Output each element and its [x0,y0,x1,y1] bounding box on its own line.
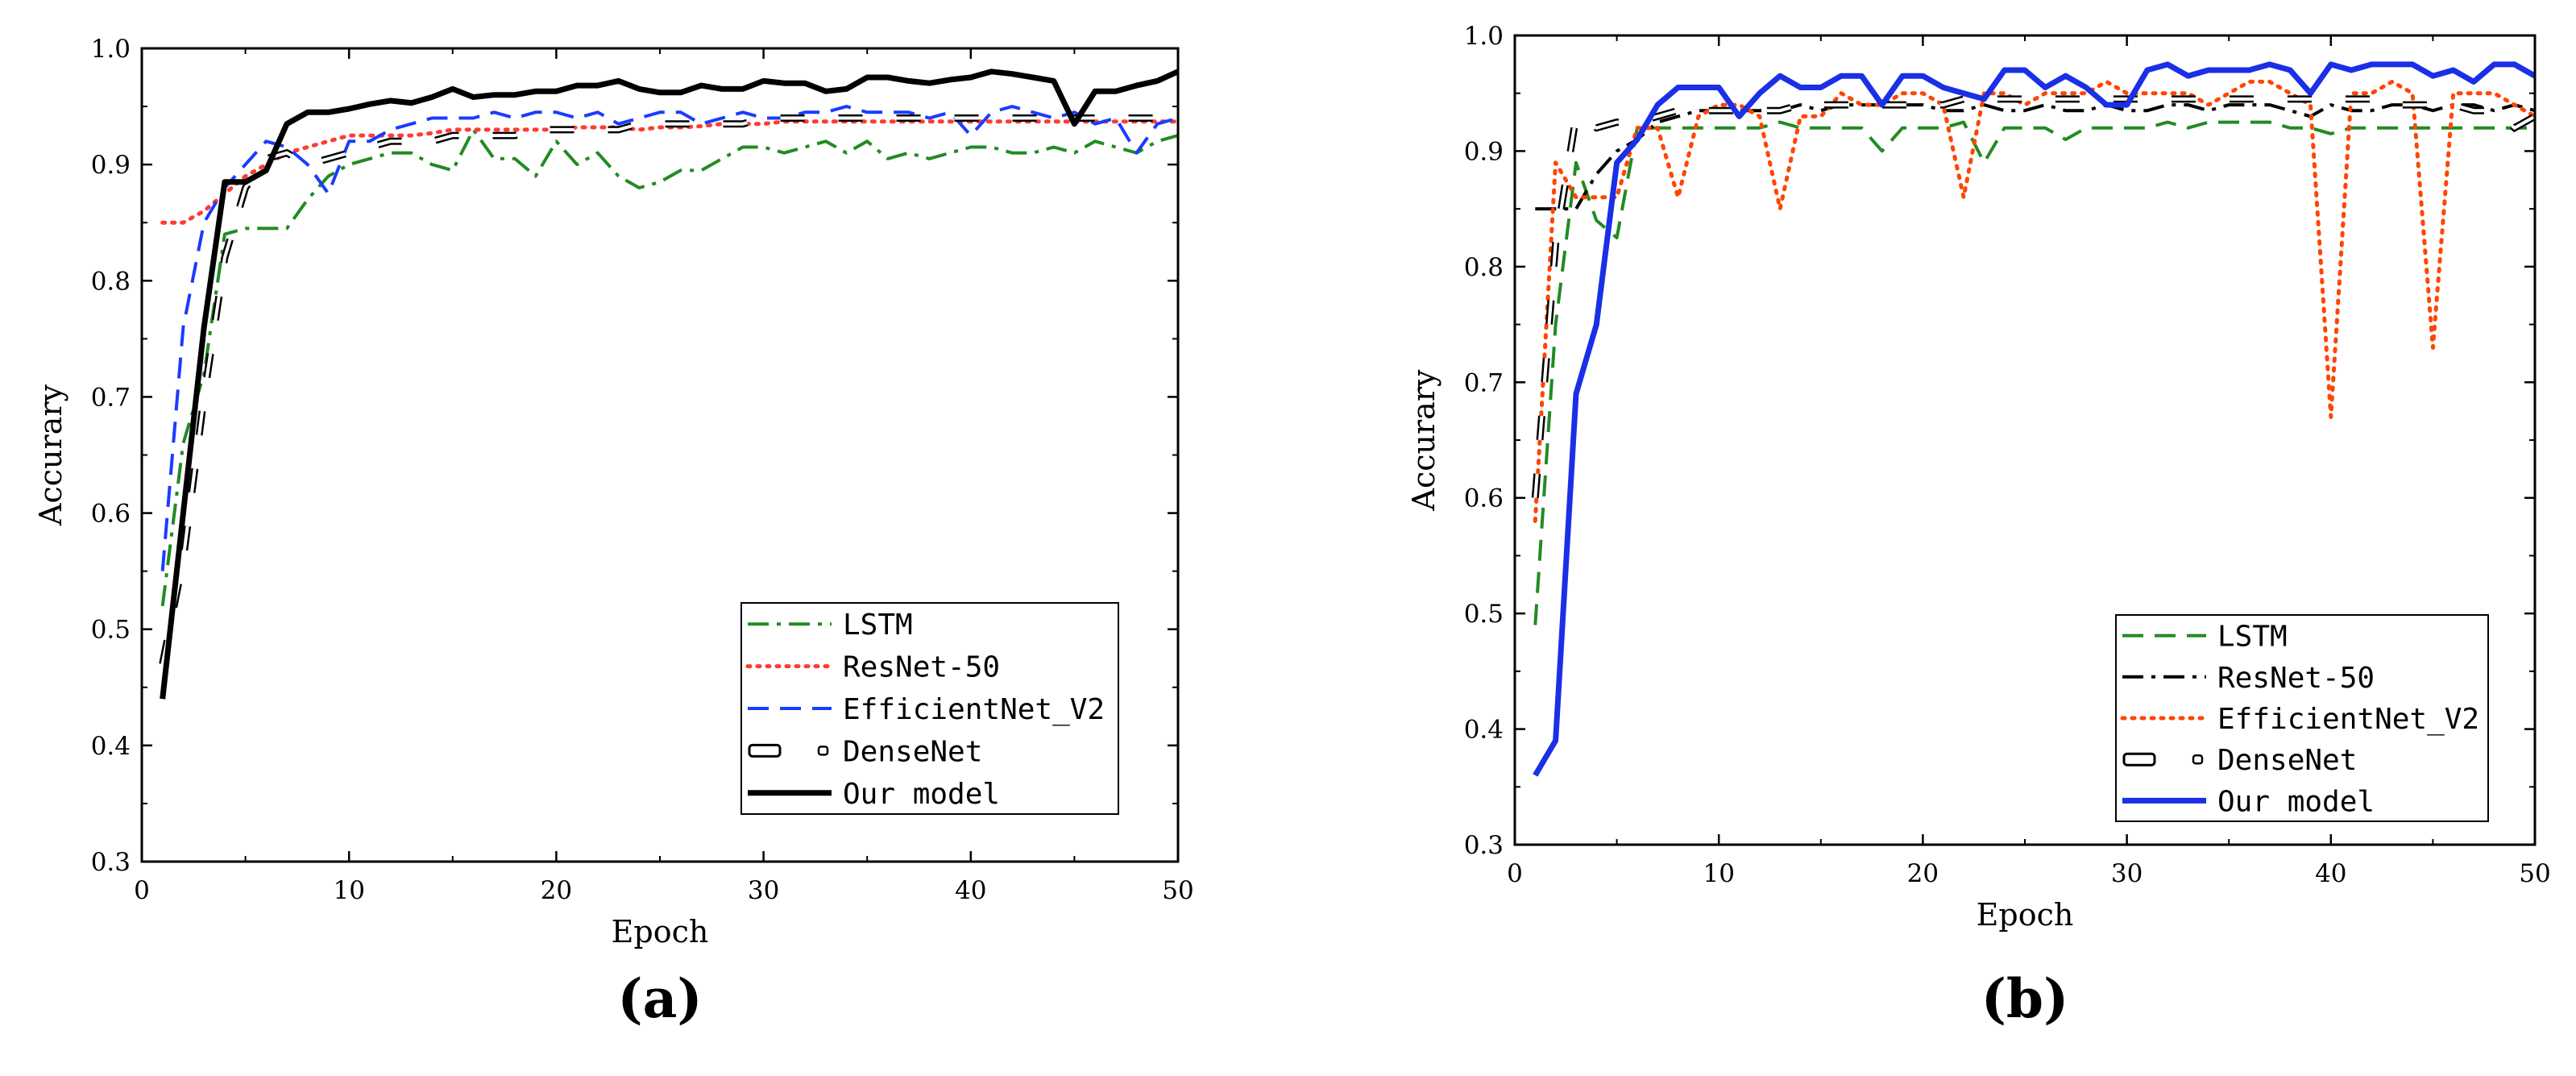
x-tick-label: 20 [1907,859,1939,888]
x-tick-label: 30 [748,876,779,905]
x-tick-label: 30 [2111,859,2143,888]
series-line-densenet [1533,97,2535,498]
y-tick-label: 0.8 [1464,253,1504,282]
y-tick-label: 0.9 [1464,137,1504,166]
x-tick-label: 0 [1507,859,1523,888]
legend-label-efficientnet-v2: EfficientNet_V2 [2217,703,2479,736]
x-axis-label: Epoch [612,914,709,949]
panel-label: (a) [617,967,702,1030]
x-tick-label: 50 [1162,876,1193,905]
legend-swatch-densenet [2122,752,2156,766]
series-line-resnet-50 [160,119,1178,225]
y-tick-label: 0.4 [1464,716,1504,745]
panel-b: 0 10 20 30 40 50 0.3 0.4 0.5 0.6 0.7 0.8 0.9 1.0 Epoch… [1406,22,2551,1030]
panel-label: (b) [1981,967,2069,1030]
y-tick-label: 0.8 [91,267,131,296]
panel-a: 0 10 20 30 40 50 0.3 0.4 0.5 0.6 0.7 0.8 0.9 1.0 Epoch… [33,35,1194,1030]
y-tick-label: 0.5 [1464,600,1504,629]
series-line-efficientnet-v2 [160,105,1178,571]
legend-swatch-densenet-end [817,746,829,756]
y-tick-label: 0.7 [1464,368,1504,397]
y-tick-label: 1.0 [91,35,131,64]
series-line-our-model [160,69,1178,700]
axes-frame [140,47,1180,863]
y-tick-label: 0.6 [91,500,131,529]
axes-frame [1513,34,2537,846]
y-tick-label: 0.4 [91,732,131,761]
legend-label-our-model: Our model [843,778,1000,811]
legend-swatch-densenet-end [2192,754,2204,765]
series-line-efficientnet-v2 [1533,79,2535,523]
x-tick-label: 10 [1703,859,1734,888]
legend-label-densenet: DenseNet [843,735,982,768]
legend-label-lstm: LSTM [843,609,913,642]
y-tick-label: 0.9 [91,151,131,180]
y-tick-label: 0.6 [1464,484,1504,513]
x-tick-label: 20 [541,876,572,905]
legend-label-resnet-50: ResNet-50 [843,651,1000,684]
x-tick-label: 0 [134,876,150,905]
y-tick-label: 0.5 [91,616,131,645]
series-line-densenet-outline [1531,95,2535,499]
legend-box [740,602,1119,815]
legend-label-lstm: LSTM [2217,621,2288,654]
legend-label-our-model: Our model [2217,785,2375,818]
legend-label-efficientnet-v2: EfficientNet_V2 [843,693,1105,726]
legend-label-densenet: DenseNet [2217,744,2357,777]
x-tick-label: 40 [955,876,986,905]
x-axis-label: Epoch [1977,897,2074,933]
legend-box [2115,614,2489,822]
series-line-lstm [160,127,1178,607]
legend-label-resnet-50: ResNet-50 [2217,662,2375,695]
y-tick-label: 0.3 [1464,831,1504,860]
x-tick-label: 10 [333,876,364,905]
x-tick-label: 50 [2519,859,2550,888]
series-line-densenet-outline [159,114,1178,665]
series-line-densenet [160,116,1178,665]
y-tick-label: 0.7 [91,383,131,412]
y-tick-label: 1.0 [1464,22,1504,51]
legend-swatch-densenet [748,743,782,758]
y-axis-label: Accurary [33,384,68,526]
y-axis-label: Accurary [1406,369,1441,511]
y-tick-label: 0.3 [91,848,131,877]
x-tick-label: 40 [2315,859,2346,888]
series-line-resnet-50 [1535,103,2535,211]
series-line-lstm [1533,120,2535,625]
series-line-our-model [1533,61,2535,777]
